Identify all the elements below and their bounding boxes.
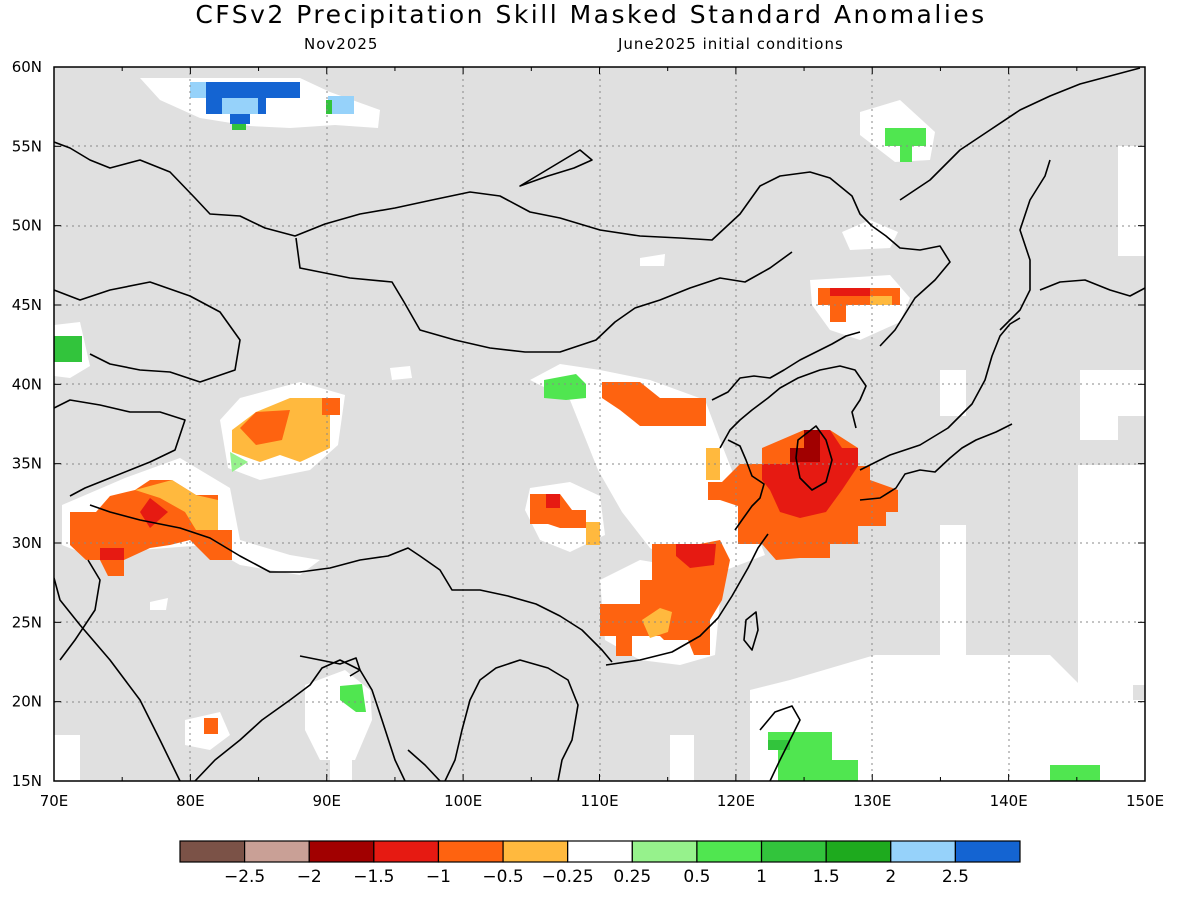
lon-tick-label: 140E [990,792,1028,810]
colorbar-label: −0.25 [542,867,594,887]
lat-tick-label: 25N [12,613,42,631]
colorbar-swatch [631,840,698,863]
colorbar-label: 2 [885,867,896,887]
colorbar-swatch [760,840,827,863]
colorbar-label: 0.25 [613,867,651,887]
axis-ticks [53,66,1146,782]
lon-tick-label: 80E [176,792,205,810]
colorbar-swatch [502,840,569,863]
colorbar-label: −2.5 [224,867,265,887]
colorbar-label: −2 [297,867,322,887]
lon-tick-label: 70E [40,792,69,810]
colorbar-legend: −2.5 −2 −1.5 −1 −0.5 −0.25 0.25 0.5 1 1.5 2 2.5 [179,840,1021,887]
lon-tick-label: 130E [853,792,891,810]
axis-labels: 70E 80E 90E 100E 110E 120E 130E 140E 150E 15N 20N 2… [12,58,1164,810]
lat-tick-label: 55N [12,137,42,155]
colorbar-swatch [179,840,246,863]
lat-tick-label: 20N [12,693,42,711]
lat-tick-label: 30N [12,534,42,552]
lat-tick-label: 15N [12,772,42,790]
colorbar-swatch [567,840,633,863]
lon-tick-label: 150E [1126,792,1164,810]
colorbar-swatch [244,840,310,863]
colorbar-swatch [825,840,892,863]
colorbar-label: 2.5 [942,867,969,887]
lon-tick-label: 120E [717,792,755,810]
colorbar-swatch [437,840,504,863]
colorbar-swatch [954,840,1021,863]
colorbar-label: −0.5 [482,867,523,887]
chart-title: CFSv2 Precipitation Skill Masked Standar… [195,0,987,29]
lat-tick-label: 45N [12,296,42,314]
colorbar-label: 1 [756,867,767,887]
coastlines-borders [54,67,1145,781]
colorbar-label: 1.5 [813,867,840,887]
lat-tick-label: 60N [12,58,42,76]
lon-tick-label: 100E [444,792,482,810]
colorbar-label: 0.5 [683,867,710,887]
colorbar-swatch [890,840,956,863]
colorbar-swatch [696,840,763,863]
lon-tick-label: 90E [312,792,341,810]
lon-tick-label: 110E [580,792,618,810]
positive-anomalies [54,82,1100,781]
negative-anomalies [70,288,900,734]
lat-tick-label: 35N [12,455,42,473]
lat-tick-label: 40N [12,375,42,393]
colorbar-swatch [373,840,440,863]
colorbar-label: −1.5 [353,867,394,887]
grid-lines [54,67,1145,781]
target-month-label: Nov2025 [304,35,379,53]
colorbar-swatch [308,840,375,863]
initial-conditions-label: June2025 initial conditions [618,35,844,53]
colorbar-label: −1 [426,867,451,887]
lat-tick-label: 50N [12,217,42,235]
